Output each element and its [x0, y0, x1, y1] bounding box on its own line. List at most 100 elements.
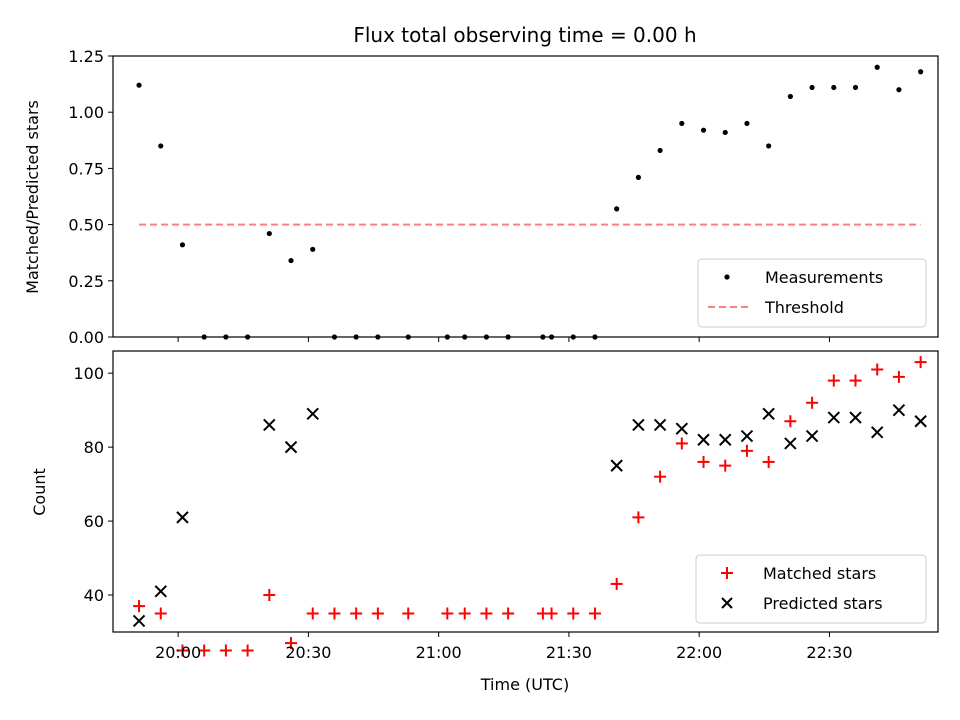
x-tick-label: 22:30 — [806, 643, 852, 662]
top-y-tick-label: 0.75 — [68, 159, 104, 178]
predicted-stars-point — [697, 433, 710, 446]
x-tick-label: 21:00 — [416, 643, 462, 662]
measurement-point — [787, 93, 793, 100]
predicted-stars-point — [284, 440, 298, 454]
measurement-point — [179, 242, 186, 248]
top-plot: 0.00 0.25 0.50 0.75 1.00 1.25 Matched/Predict… — [23, 47, 939, 347]
matched-stars-point — [871, 363, 884, 376]
matched-stars-point — [241, 644, 254, 657]
measurement-point — [679, 120, 685, 127]
predicted-stars-point — [827, 411, 840, 424]
x-tick-label: 20:00 — [155, 643, 201, 662]
bottom-legend: Matched stars Predicted stars — [695, 554, 927, 624]
bottom-y-ticks: 40 60 80 100 — [73, 364, 113, 605]
legend-measurements-marker — [724, 274, 730, 280]
matched-stars-point — [632, 511, 645, 524]
matched-stars-point — [350, 607, 363, 620]
bottom-legend-box — [695, 554, 927, 624]
measurement-point — [657, 147, 663, 154]
predicted-stars-point — [849, 411, 862, 424]
top-y-tick-label: 1.00 — [68, 103, 104, 122]
predicted-stars-point — [306, 407, 319, 421]
measurement-point — [288, 257, 294, 264]
predicted-stars-point — [610, 459, 623, 472]
matched-stars-point — [480, 607, 493, 620]
top-marks — [136, 64, 924, 340]
matched-stars-point — [133, 600, 146, 613]
measurement-point — [896, 87, 902, 93]
matched-stars-point — [458, 607, 471, 620]
legend-predicted-marker — [721, 597, 733, 609]
top-y-tick-label: 0.25 — [68, 272, 104, 291]
bottom-plot: 40 60 80 100 20:00 20:30 21:00 21:30 22:00 22:30… — [30, 350, 939, 694]
matched-stars-point — [740, 444, 753, 457]
measurement-point — [744, 120, 750, 127]
top-legend: Measurements Threshold — [697, 258, 927, 328]
matched-stars-point — [827, 374, 840, 387]
matched-stars-point — [762, 455, 775, 468]
top-x-ticks — [177, 337, 830, 342]
bottom-y-tick-label: 80 — [84, 438, 104, 457]
predicted-stars-point — [784, 437, 797, 450]
measurement-point — [809, 84, 815, 91]
matched-stars-point — [402, 607, 415, 620]
matched-stars-point — [914, 356, 927, 369]
matched-stars-point — [441, 607, 454, 620]
x-axis-label: Time (UTC) — [480, 675, 569, 694]
predicted-stars-point — [632, 418, 645, 432]
measurement-point — [310, 246, 316, 252]
matched-stars-point — [502, 607, 515, 620]
bottom-marks — [132, 356, 927, 657]
measurement-point — [635, 174, 641, 180]
matched-stars-point — [588, 607, 601, 620]
matched-stars-point — [654, 470, 667, 483]
measurement-point — [874, 64, 880, 70]
bottom-y-tick-label: 40 — [84, 586, 104, 605]
predicted-stars-point — [176, 511, 189, 524]
matched-stars-point — [285, 637, 298, 650]
bottom-y-tick-label: 60 — [84, 512, 104, 531]
top-axes-frame — [112, 55, 939, 338]
measurement-point — [722, 129, 728, 136]
matched-stars-point — [198, 644, 211, 657]
measurement-point — [831, 84, 837, 91]
matched-stars-point — [567, 607, 580, 620]
measurement-point — [852, 84, 859, 91]
predicted-stars-point — [762, 407, 775, 421]
legend-measurements-label: Measurements — [765, 268, 883, 287]
predicted-stars-point — [871, 426, 884, 439]
measurement-point — [158, 143, 164, 149]
top-legend-box — [697, 258, 927, 328]
predicted-stars-point — [914, 415, 927, 428]
matched-stars-point — [545, 607, 558, 620]
legend-predicted-label: Predicted stars — [763, 594, 883, 613]
top-y-tick-label: 0.00 — [68, 328, 104, 347]
x-tick-label: 22:00 — [676, 643, 722, 662]
measurement-point — [918, 69, 924, 75]
matched-stars-point — [697, 455, 710, 468]
predicted-stars-point — [675, 422, 689, 435]
x-tick-label: 20:30 — [285, 643, 331, 662]
matched-stars-point — [328, 607, 341, 620]
matched-stars-point — [892, 370, 905, 383]
predicted-stars-point — [805, 429, 819, 443]
predicted-stars-point — [132, 614, 146, 628]
matched-stars-point — [849, 374, 862, 387]
legend-matched-label: Matched stars — [763, 564, 876, 583]
top-y-ticks: 0.00 0.25 0.50 0.75 1.00 1.25 — [68, 47, 113, 347]
matched-stars-point — [806, 396, 819, 409]
measurement-point — [136, 82, 142, 88]
matched-stars-point — [675, 437, 688, 450]
measurement-point — [700, 127, 707, 133]
bottom-axes-frame — [112, 350, 939, 633]
matched-stars-point — [371, 607, 384, 620]
chart-title: Flux total observing time = 0.00 h — [353, 23, 696, 47]
matched-stars-point — [306, 607, 319, 620]
matched-stars-point — [154, 607, 167, 620]
x-tick-label: 21:30 — [546, 643, 592, 662]
matched-stars-point — [219, 644, 232, 657]
top-y-axis-label: Matched/Predicted stars — [23, 100, 42, 294]
legend-threshold-label: Threshold — [764, 298, 844, 317]
predicted-stars-point — [892, 403, 906, 417]
